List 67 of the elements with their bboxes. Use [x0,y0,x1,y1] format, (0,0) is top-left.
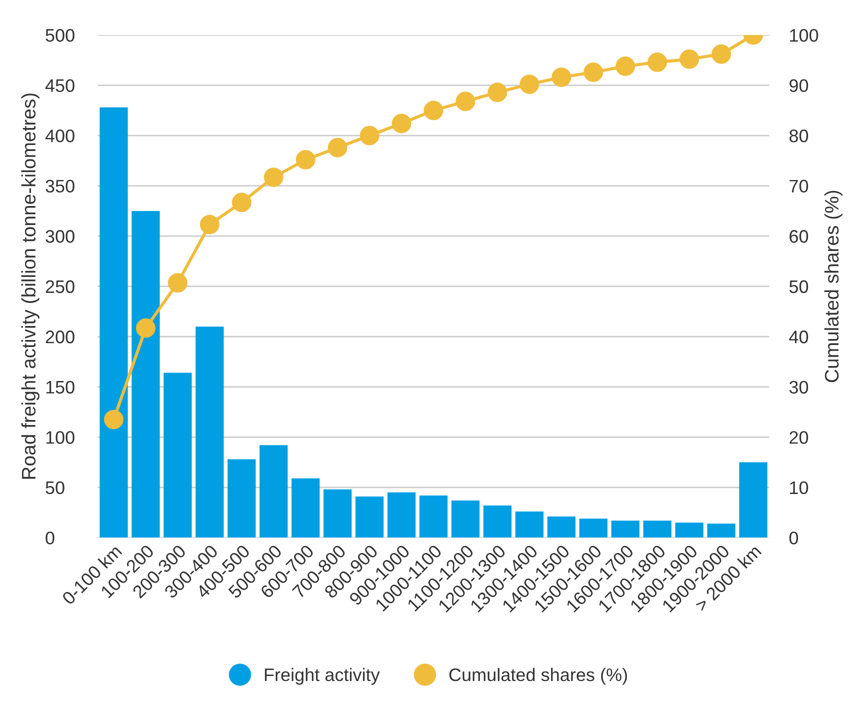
bar [643,520,672,538]
bar [515,512,544,538]
y2-tick-label: 40 [789,330,808,344]
bar [132,210,160,538]
bar [739,462,768,538]
y-tick-label: 50 [46,481,64,494]
point [136,318,156,338]
point [552,68,572,87]
y-tick-label: 450 [45,79,74,92]
y2-axis-title: Cumulated shares (%) [824,190,842,382]
bar [547,516,576,538]
point [584,62,604,82]
y2-tick-label: 90 [790,79,808,92]
bar [196,326,224,538]
y-tick-label: 350 [46,180,74,193]
y2-tick-label: 80 [789,130,808,142]
bar [324,489,352,538]
point [488,82,508,102]
point [392,114,412,134]
y2-tick-label: 60 [790,230,808,243]
bar [611,520,640,538]
y2-tick-label: 30 [789,380,808,394]
y2-tick-label: 100 [790,28,818,42]
bar [228,459,256,538]
point [200,214,220,234]
point [168,273,188,293]
point [424,100,444,120]
y-tick-label: 100 [46,431,74,444]
point [648,52,668,72]
bar [100,107,128,538]
y-tick-label: 250 [46,280,74,294]
bar [579,518,608,538]
y-tick-label: 0 [46,532,54,544]
legend-label: Cumulated shares (%) [449,668,627,685]
point [520,74,540,94]
bar [675,522,704,538]
y-tick-label: 200 [46,330,74,344]
y2-tick-label: 20 [790,431,808,444]
point [296,150,316,170]
y-tick-label: 150 [46,380,74,394]
point [712,44,732,64]
bar [292,478,320,538]
y-tick-label: 300 [46,230,74,243]
y2-tick-label: 10 [790,481,808,494]
legend-label: Freight activity [264,668,380,685]
bar [164,372,192,538]
point [456,92,476,112]
y2-tick-label: 50 [789,280,808,294]
y-axis-title: Road freight activity (billion tonne-kilometres) [21,94,40,479]
y2-tick-label: 0 [789,532,798,544]
bar [260,445,288,538]
bar [387,492,416,538]
bar [419,495,448,538]
bar [483,506,512,538]
point [360,126,380,146]
point [328,138,348,158]
bar [707,524,736,538]
point [232,192,252,212]
y-tick-label: 500 [46,28,74,42]
y2-tick-label: 70 [790,180,808,193]
bar [355,496,384,538]
point [104,410,124,430]
point [680,49,700,69]
point [616,56,636,76]
y-tick-label: 400 [45,130,74,142]
bar [451,500,480,538]
point [264,168,284,188]
